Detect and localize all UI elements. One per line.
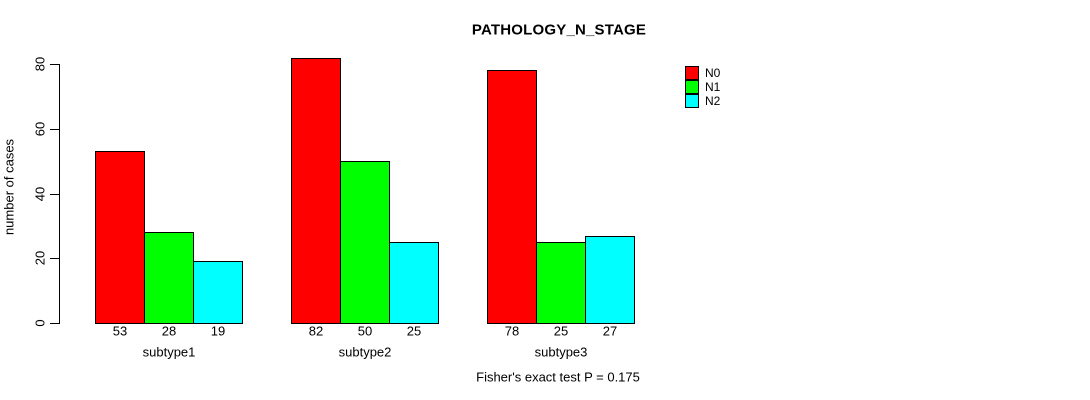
bar-n0-subtype2 [291, 58, 341, 324]
y-axis-tick-label: 0 [32, 319, 48, 327]
y-axis-line [59, 64, 60, 324]
y-axis-tick [50, 64, 59, 65]
legend-row-n2: N2 [685, 94, 720, 108]
bar-value-label: 27 [602, 323, 618, 339]
bar-value-label: 28 [161, 323, 177, 339]
legend-swatch-n0 [685, 66, 699, 80]
bar-value-label: 25 [553, 323, 569, 339]
stat-annotation: Fisher's exact test P = 0.175 [476, 369, 640, 385]
legend-label: N1 [705, 79, 721, 94]
legend-label: N0 [705, 65, 721, 80]
bar-n1-subtype2 [340, 161, 390, 324]
y-axis-tick [50, 323, 59, 324]
bar-value-label: 50 [357, 323, 373, 339]
y-axis-tick [50, 258, 59, 259]
category-label-subtype3: subtype3 [534, 344, 588, 360]
legend-label: N2 [705, 93, 721, 108]
bar-n1-subtype1 [144, 232, 194, 324]
y-axis-tick [50, 194, 59, 195]
legend-row-n1: N1 [685, 80, 720, 94]
legend-swatch-n2 [685, 94, 699, 108]
bar-n0-subtype1 [95, 151, 145, 324]
category-label-subtype1: subtype1 [142, 344, 196, 360]
category-label-subtype2: subtype2 [338, 344, 392, 360]
y-axis-tick-label: 40 [32, 186, 48, 202]
y-axis-label: number of cases [1, 138, 17, 236]
legend: N0 N1 N2 [685, 66, 720, 108]
bar-value-label: 53 [112, 323, 128, 339]
y-axis-tick-label: 80 [32, 56, 48, 72]
bar-n1-subtype3 [536, 242, 586, 324]
bar-value-label: 25 [406, 323, 422, 339]
bar-value-label: 19 [210, 323, 226, 339]
y-axis-tick-label: 20 [32, 250, 48, 266]
legend-row-n0: N0 [685, 66, 720, 80]
y-axis-tick [50, 129, 59, 130]
y-axis-tick-label: 60 [32, 121, 48, 137]
legend-swatch-n1 [685, 80, 699, 94]
bar-n2-subtype2 [389, 242, 439, 324]
bar-n0-subtype3 [487, 70, 537, 324]
bar-n2-subtype1 [193, 261, 243, 324]
bar-value-label: 78 [504, 323, 520, 339]
bar-n2-subtype3 [585, 236, 635, 324]
bar-value-label: 82 [308, 323, 324, 339]
chart-title: PATHOLOGY_N_STAGE [471, 21, 647, 39]
